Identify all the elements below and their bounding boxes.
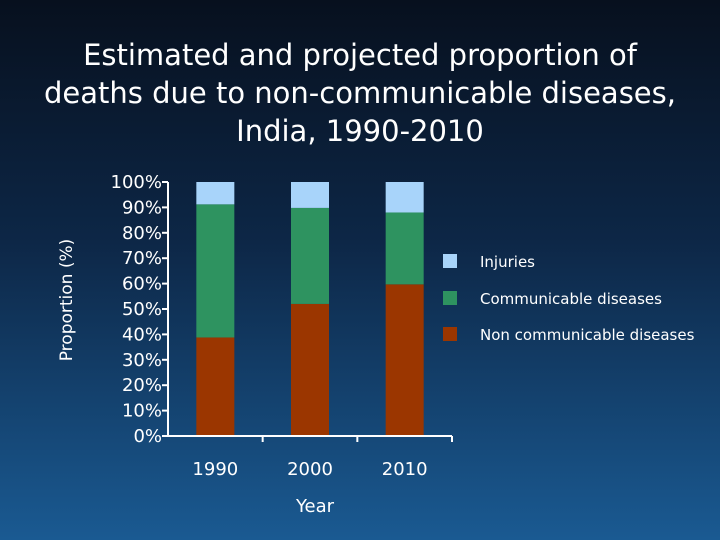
bar-non-communicable-diseases-2010 — [385, 284, 424, 436]
legend: Injuries Communicable diseases Non communi… — [443, 253, 695, 344]
x-tick-label: 2000 — [287, 459, 333, 480]
bar-injuries-1990 — [196, 182, 235, 205]
bar-non-communicable-diseases-1990 — [196, 337, 235, 436]
bar-communicable-diseases-1990 — [196, 204, 235, 338]
legend-label-communicable-diseases: Communicable diseases — [480, 290, 662, 308]
y-tick-label: 0% — [133, 426, 162, 447]
legend-label-injuries: Injuries — [480, 253, 535, 271]
legend-label-non-communicable-diseases: Non communicable diseases — [480, 326, 695, 344]
legend-swatch-communicable-diseases — [443, 291, 457, 305]
y-tick-label: 80% — [122, 223, 162, 244]
chart-title: Estimated and projected proportion of de… — [44, 38, 676, 148]
x-tick-label: 1990 — [192, 459, 238, 480]
y-tick-label: 10% — [122, 401, 162, 422]
bar-communicable-diseases-2000 — [291, 207, 329, 304]
y-tick-label: 70% — [122, 248, 162, 269]
bar-communicable-diseases-2010 — [385, 212, 424, 285]
y-tick-label: 50% — [122, 299, 162, 320]
legend-swatch-injuries — [443, 254, 457, 268]
y-tick-label: 30% — [122, 350, 162, 371]
legend-swatch-non-communicable-diseases — [443, 327, 457, 341]
bars — [196, 182, 424, 436]
y-tick-label: 60% — [122, 274, 162, 295]
y-axis-ticks: 100% 90% 80% 70% 60% 50% 40% 30% 20% 10% 0% — [111, 172, 168, 447]
y-tick-label: 40% — [122, 324, 162, 345]
x-axis-ticks: 1990 2000 2010 — [192, 436, 453, 480]
bar-injuries-2000 — [291, 182, 329, 208]
x-tick-label: 2010 — [382, 459, 428, 480]
bar-injuries-2010 — [385, 182, 424, 213]
x-axis-title: Year — [295, 496, 335, 517]
bar-non-communicable-diseases-2000 — [291, 303, 329, 436]
y-tick-label: 100% — [111, 172, 162, 193]
y-tick-label: 20% — [122, 375, 162, 396]
y-tick-label: 90% — [122, 197, 162, 218]
y-axis-title: Proportion (%) — [57, 239, 77, 362]
